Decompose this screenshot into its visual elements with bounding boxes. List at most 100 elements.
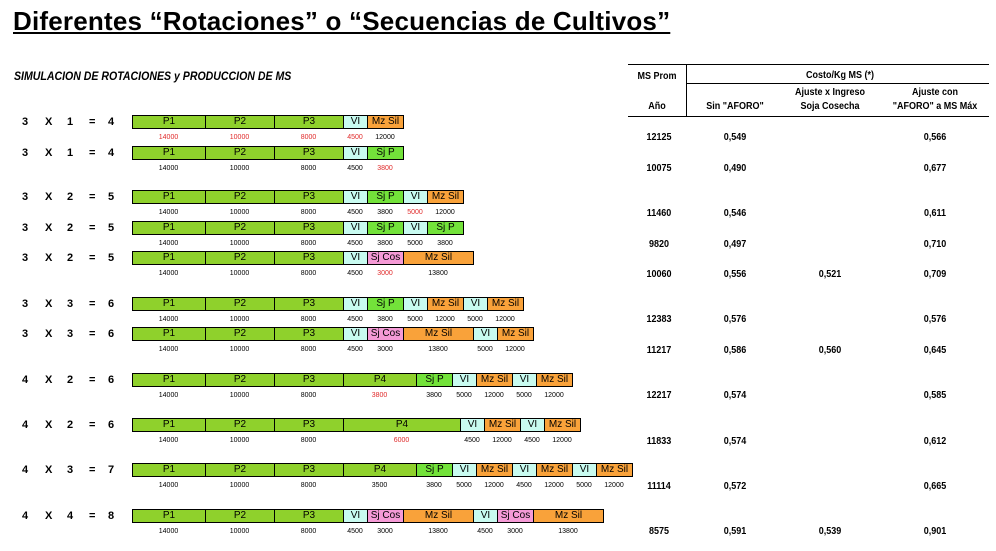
crop-segment-vi: VI xyxy=(452,373,477,387)
ms-prom-value: 8575 xyxy=(648,526,670,537)
crop-segment-sj-p: Sj P xyxy=(367,297,404,311)
crop-segment-p2: P2 xyxy=(205,221,275,235)
crop-segment-vi: VI xyxy=(403,297,428,311)
formula-token: = xyxy=(89,252,96,264)
costo-ajuste-ingreso-value: 0,560 xyxy=(818,345,842,356)
crop-segment-p1: P1 xyxy=(132,251,206,265)
costo-sin-aforo-value: 0,576 xyxy=(723,314,747,325)
crop-segment-vi: VI xyxy=(403,221,428,235)
formula-token: X xyxy=(45,328,53,340)
crop-segment-p1: P1 xyxy=(132,509,206,523)
crop-segment-p1: P1 xyxy=(132,327,206,341)
crop-segment-vi: VI xyxy=(343,509,368,523)
formula-token: X xyxy=(45,464,53,476)
formula-token: = xyxy=(89,147,96,159)
segment-yield: 12000 xyxy=(435,209,455,216)
segment-yield: 10000 xyxy=(229,346,250,353)
costo-ajuste-aforo-value: 0,665 xyxy=(923,481,947,492)
crop-segment-p2: P2 xyxy=(205,373,275,387)
crop-segment-p3: P3 xyxy=(274,190,344,204)
formula-token: 1 xyxy=(67,116,74,128)
crop-segment-vi: VI xyxy=(343,115,368,129)
ms-prom-value: 10060 xyxy=(646,269,672,280)
formula-token: 3 xyxy=(22,191,29,203)
formula-token: 2 xyxy=(67,419,74,431)
segment-yield: 12000 xyxy=(484,482,504,489)
segment-yield: 12000 xyxy=(552,437,572,444)
segment-yield: 12000 xyxy=(544,392,564,399)
formula-token: = xyxy=(89,191,96,203)
formula-token: X xyxy=(45,419,53,431)
header-bottom-rule xyxy=(628,116,989,117)
crop-segment-vi: VI xyxy=(520,418,545,432)
segment-yield: 3000 xyxy=(377,270,393,277)
segment-yield: 8000 xyxy=(300,240,317,247)
costo-ajuste-aforo-value: 0,710 xyxy=(923,239,947,250)
segment-yield: 5000 xyxy=(407,316,423,323)
segment-yield: 5000 xyxy=(467,316,483,323)
crop-segment-mz-sil: Mz Sil xyxy=(596,463,633,477)
crop-segment-sj-p: Sj P xyxy=(367,190,404,204)
crop-segment-mz-sil: Mz Sil xyxy=(487,297,524,311)
header-ms-prom: MS Prom xyxy=(637,71,677,82)
segment-yield: 14000 xyxy=(158,134,179,141)
crop-segment-p3: P3 xyxy=(274,373,344,387)
crop-segment-mz-sil: Mz Sil xyxy=(536,373,573,387)
formula-token: 3 xyxy=(67,328,74,340)
formula-token: = xyxy=(89,116,96,128)
header-ajuste-aforo-2: "AFORO" a MS Máx xyxy=(892,101,978,112)
segment-yield: 10000 xyxy=(229,240,250,247)
crop-segment-sj-cos: Sj Cos xyxy=(367,251,404,265)
ms-prom-value: 12383 xyxy=(646,314,672,325)
segment-yield: 8000 xyxy=(300,209,317,216)
crop-segment-vi: VI xyxy=(512,463,537,477)
segment-yield: 3000 xyxy=(377,346,393,353)
crop-segment-vi: VI xyxy=(343,190,368,204)
segment-yield: 8000 xyxy=(300,482,317,489)
segment-yield: 12000 xyxy=(495,316,515,323)
costo-ajuste-aforo-value: 0,612 xyxy=(923,436,947,447)
crop-segment-p2: P2 xyxy=(205,327,275,341)
segment-yield: 3800 xyxy=(377,165,393,172)
segment-yield: 14000 xyxy=(158,482,179,489)
segment-yield: 4500 xyxy=(347,209,363,216)
segment-yield: 10000 xyxy=(229,134,250,141)
formula-token: = xyxy=(89,328,96,340)
segment-yield: 3800 xyxy=(377,240,393,247)
crop-segment-mz-sil: Mz Sil xyxy=(367,115,404,129)
header-costo: Costo/Kg MS (*) xyxy=(805,70,874,81)
costo-ajuste-ingreso-value: 0,521 xyxy=(818,269,842,280)
crop-segment-vi: VI xyxy=(473,327,498,341)
crop-segment-p1: P1 xyxy=(132,221,206,235)
crop-segment-p1: P1 xyxy=(132,463,206,477)
segment-yield: 12000 xyxy=(484,392,504,399)
segment-yield: 8000 xyxy=(300,270,317,277)
segment-yield: 6000 xyxy=(393,437,410,444)
segment-yield: 3800 xyxy=(377,316,393,323)
formula-token: 3 xyxy=(22,147,29,159)
segment-yield: 3800 xyxy=(426,482,442,489)
formula-token: = xyxy=(89,510,96,522)
segment-yield: 4500 xyxy=(516,482,532,489)
segment-yield: 5000 xyxy=(456,482,472,489)
crop-segment-p3: P3 xyxy=(274,221,344,235)
segment-yield: 4500 xyxy=(347,528,363,535)
ms-prom-value: 9820 xyxy=(648,239,670,250)
segment-yield: 4500 xyxy=(347,165,363,172)
segment-yield: 4500 xyxy=(524,437,540,444)
crop-segment-sj-p: Sj P xyxy=(416,463,453,477)
crop-segment-vi: VI xyxy=(512,373,537,387)
segment-yield: 13800 xyxy=(428,346,448,353)
costo-ajuste-ingreso-value: 0,539 xyxy=(818,526,842,537)
formula-token: X xyxy=(45,510,53,522)
segment-yield: 12000 xyxy=(604,482,624,489)
crop-segment-p4: P4 xyxy=(343,463,417,477)
segment-yield: 8000 xyxy=(300,437,317,444)
segment-yield: 10000 xyxy=(229,437,250,444)
formula-token: = xyxy=(89,298,96,310)
segment-yield: 3800 xyxy=(377,209,393,216)
segment-yield: 4500 xyxy=(347,134,363,141)
segment-yield: 8000 xyxy=(300,165,317,172)
segment-yield: 5000 xyxy=(407,209,423,216)
costo-sin-aforo-value: 0,556 xyxy=(723,269,747,280)
